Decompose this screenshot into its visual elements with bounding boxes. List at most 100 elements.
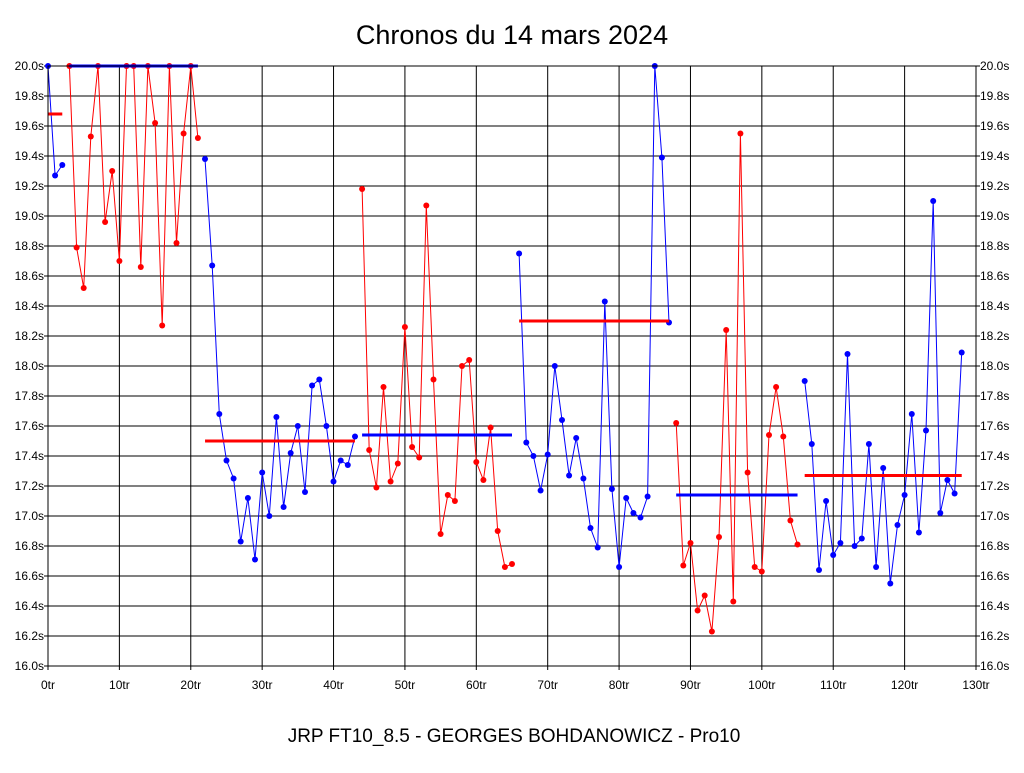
- data-point: [844, 351, 851, 357]
- x-tick-label: 100tr: [748, 678, 775, 692]
- y-tick-label-left: 20.0s: [15, 59, 44, 73]
- data-point: [330, 478, 337, 485]
- data-point: [544, 451, 551, 458]
- data-point: [944, 477, 951, 483]
- data-point: [930, 198, 937, 204]
- plot-border: [47, 65, 977, 667]
- data-point: [780, 433, 787, 440]
- data-point: [516, 250, 523, 257]
- data-point: [437, 531, 444, 537]
- x-tick-label: 90tr: [680, 678, 701, 692]
- data-point: [551, 363, 558, 369]
- data-point: [787, 517, 794, 524]
- data-point: [894, 522, 901, 528]
- y-tick-label-right: 19.0s: [980, 209, 1009, 223]
- data-point: [658, 154, 665, 161]
- y-tick-label-right: 18.4s: [980, 299, 1009, 313]
- y-tick-label-left: 19.0s: [15, 209, 44, 223]
- data-point: [708, 628, 715, 635]
- data-point: [80, 285, 87, 291]
- data-point: [173, 240, 180, 246]
- data-point: [701, 592, 708, 599]
- data-point: [537, 487, 544, 494]
- series-segment: [202, 156, 358, 563]
- data-point: [773, 384, 780, 390]
- data-point: [409, 444, 416, 450]
- data-point: [830, 552, 837, 558]
- data-point: [337, 457, 344, 464]
- data-point: [466, 357, 473, 363]
- data-point: [530, 453, 537, 459]
- data-point: [923, 427, 929, 434]
- data-point: [401, 324, 408, 330]
- x-tick-label: 10tr: [109, 678, 130, 692]
- data-point: [958, 349, 965, 356]
- data-point: [480, 477, 487, 483]
- data-point: [159, 322, 166, 329]
- y-tick-label-left: 19.2s: [15, 179, 44, 193]
- series-segment: [801, 198, 965, 587]
- data-point: [758, 568, 765, 575]
- data-point: [908, 411, 915, 417]
- y-tick-label-right: 20.0s: [980, 59, 1009, 73]
- data-point: [209, 262, 216, 269]
- grid-lines: [47, 65, 977, 667]
- data-point: [687, 540, 694, 546]
- data-point: [766, 432, 772, 438]
- data-point: [630, 510, 637, 516]
- y-tick-label-right: 18.2s: [980, 329, 1009, 343]
- y-tick-label-right: 17.4s: [980, 449, 1009, 463]
- y-tick-label-left: 17.4s: [15, 449, 44, 463]
- data-point: [302, 489, 308, 495]
- y-tick-label-right: 17.2s: [980, 479, 1009, 493]
- data-point: [316, 376, 323, 383]
- data-point: [501, 564, 508, 570]
- data-point: [851, 543, 858, 549]
- y-tick-label-right: 19.6s: [980, 119, 1009, 133]
- x-tick-label: 50tr: [395, 678, 416, 692]
- data-point: [352, 433, 358, 440]
- series-line: [204, 158, 356, 560]
- data-point: [823, 498, 830, 504]
- data-point: [152, 120, 159, 126]
- y-tick-label-left: 17.8s: [15, 389, 44, 403]
- y-tick-label-right: 16.4s: [980, 599, 1009, 613]
- x-tick-label: 30tr: [252, 678, 273, 692]
- data-point: [637, 514, 644, 521]
- x-axis: 0tr 10tr 20tr 30tr 40tr 50tr 60tr 70tr 80tr 90tr 1…: [41, 666, 990, 692]
- data-point: [344, 462, 351, 468]
- data-point: [73, 244, 80, 251]
- data-point: [180, 130, 187, 137]
- y-tick-label-right: 16.6s: [980, 569, 1009, 583]
- data-point: [109, 168, 116, 174]
- data-point: [716, 534, 722, 540]
- x-tick-label: 110tr: [820, 678, 846, 692]
- y-tick-label-left: 16.2s: [15, 629, 44, 643]
- y-axis-left: 16.0s 16.2s 16.4s 16.6s 16.8s 17.0s 17.2s 17.4s…: [15, 59, 48, 673]
- y-axis-right: 16.0s 16.2s 16.4s 16.6s 16.8s 17.0s 17.2s 17.4s…: [976, 59, 1009, 673]
- data-point: [523, 439, 530, 446]
- series-segment: [45, 63, 66, 179]
- data-point: [244, 495, 251, 501]
- data-point: [694, 607, 701, 614]
- y-tick-label-left: 19.4s: [15, 149, 44, 163]
- data-point: [137, 264, 144, 270]
- y-tick-label-right: 18.0s: [980, 359, 1009, 373]
- data-point: [373, 484, 380, 491]
- data-point: [237, 538, 244, 545]
- data-point: [230, 475, 237, 482]
- data-point: [509, 561, 515, 567]
- x-tick-label: 20tr: [180, 678, 201, 692]
- data-point: [865, 441, 872, 447]
- data-point: [580, 475, 587, 482]
- y-tick-label-left: 17.2s: [15, 479, 44, 493]
- x-tick-label: 60tr: [466, 678, 487, 692]
- data-point: [223, 457, 230, 464]
- y-tick-label-left: 18.0s: [15, 359, 44, 373]
- data-point: [59, 162, 66, 168]
- y-tick-label-right: 19.2s: [980, 179, 1009, 193]
- y-tick-label-left: 16.4s: [15, 599, 44, 613]
- data-point: [794, 541, 801, 548]
